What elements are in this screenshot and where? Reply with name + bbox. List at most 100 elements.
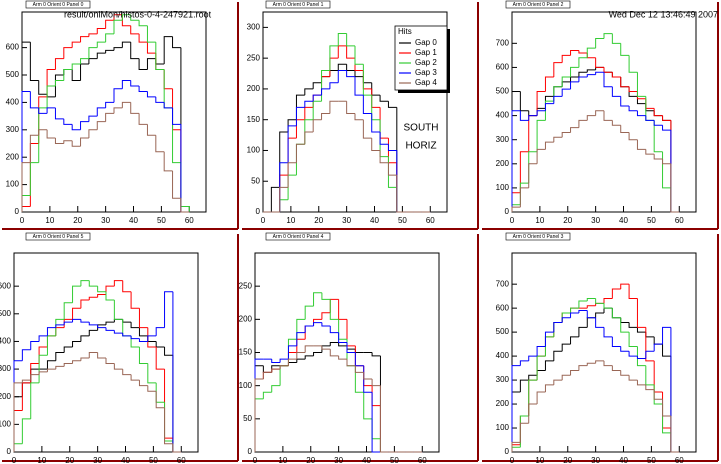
histogram-bin [254, 378, 264, 452]
histogram-bin [147, 363, 157, 384]
histogram-bin [337, 45, 347, 59]
histogram-bin [146, 124, 156, 136]
y-tick-label: 500 [0, 309, 12, 318]
histogram-bin [586, 317, 596, 328]
histogram-bin [611, 308, 621, 319]
histogram-bin [553, 350, 563, 361]
histogram-bin [38, 80, 48, 95]
histogram-bin [536, 346, 546, 357]
histogram-bin [595, 317, 604, 328]
histogram-bin [329, 82, 339, 89]
histogram-bin [71, 69, 81, 81]
histogram-bin [544, 141, 554, 150]
histogram-bin [371, 418, 381, 440]
histogram-bin [620, 77, 630, 88]
histogram-bin [71, 63, 81, 70]
histogram-bin [553, 86, 563, 102]
histogram-bin [96, 41, 106, 48]
x-tick-label: 40 [619, 216, 628, 225]
histogram-bin [628, 86, 638, 93]
histogram-bin [620, 43, 630, 56]
histogram-bin [595, 298, 604, 304]
x-tick-label: 30 [591, 456, 600, 464]
y-tick-label: 150 [247, 115, 261, 124]
histogram-bin [38, 129, 48, 136]
histogram-bin [662, 151, 671, 189]
histogram-bin [172, 440, 182, 453]
histogram-bin [636, 110, 646, 117]
histogram-bin [362, 95, 372, 115]
histogram-bin [287, 345, 297, 360]
x-tick-label: 20 [73, 216, 82, 225]
x-tick-label: 50 [390, 456, 399, 464]
histogram-bin [105, 285, 115, 295]
histogram-bin [528, 403, 538, 424]
histogram-bin [354, 113, 364, 121]
histogram-bin [321, 345, 331, 350]
histogram-bin [138, 346, 148, 365]
histogram-bin [63, 69, 73, 81]
histogram-bin [164, 407, 173, 445]
histogram-bin [553, 62, 563, 78]
histogram-bin [636, 91, 646, 100]
histogram-bin [138, 113, 148, 125]
y-tick-label: 200 [239, 314, 253, 323]
histogram-bin [628, 351, 638, 357]
histogram-bin [653, 154, 663, 160]
frame [262, 11, 448, 213]
histogram-bin [519, 422, 529, 443]
x-tick-label: 50 [647, 456, 656, 464]
histogram-bin [63, 346, 73, 353]
histogram-bin [371, 379, 381, 387]
legend-label: Gap 0 [415, 38, 437, 47]
histogram-bin [519, 360, 529, 366]
histogram-bin [354, 365, 364, 373]
histogram-bin [96, 52, 106, 59]
histogram-bin [163, 151, 173, 172]
histogram-bin [80, 58, 89, 65]
histogram-bin [304, 325, 314, 333]
x-tick-label: 60 [675, 216, 684, 225]
x-tick-label: 0 [261, 216, 266, 225]
histogram-bin [63, 302, 73, 320]
histogram-bin [578, 71, 588, 78]
histogram-bin [611, 86, 621, 97]
histogram-bin [164, 369, 173, 439]
histogram-bin [354, 76, 364, 96]
histogram-bin [363, 365, 373, 387]
y-tick-label: 100 [6, 180, 20, 189]
histogram-bin [611, 308, 621, 319]
histogram-bin [536, 148, 546, 164]
x-tick-label: 40 [121, 456, 130, 464]
histogram-bin [628, 55, 638, 73]
histogram-bin [295, 119, 305, 139]
histogram-bin [321, 88, 330, 96]
histogram-bin [528, 379, 538, 417]
histogram-bin [536, 119, 546, 152]
histogram-bin [662, 158, 671, 165]
histogram-bin [147, 385, 157, 392]
histogram-bin [611, 120, 621, 126]
histogram-bin [172, 291, 182, 453]
histogram-bin [105, 101, 114, 108]
histogram-bin [30, 340, 40, 350]
histogram-bin [346, 64, 355, 71]
pad-title-box [505, 0, 571, 9]
histogram-bin [46, 69, 56, 97]
x-tick-label: 10 [37, 456, 46, 464]
histogram-bin [511, 192, 521, 212]
y-tick-label: 600 [0, 281, 12, 290]
histogram-bin [396, 187, 406, 213]
histogram-bin [46, 85, 56, 108]
histogram-bin [321, 76, 330, 96]
histogram-bin [71, 124, 81, 131]
histogram-bin [595, 57, 604, 68]
histogram-bin [595, 312, 604, 318]
histogram-bin [346, 33, 355, 47]
histogram-bin [338, 319, 347, 340]
histogram-bin [279, 365, 289, 386]
histogram-bin [54, 79, 64, 86]
histogram-bin [46, 129, 56, 139]
histogram-bin [653, 389, 663, 400]
histogram-bin [528, 355, 538, 361]
